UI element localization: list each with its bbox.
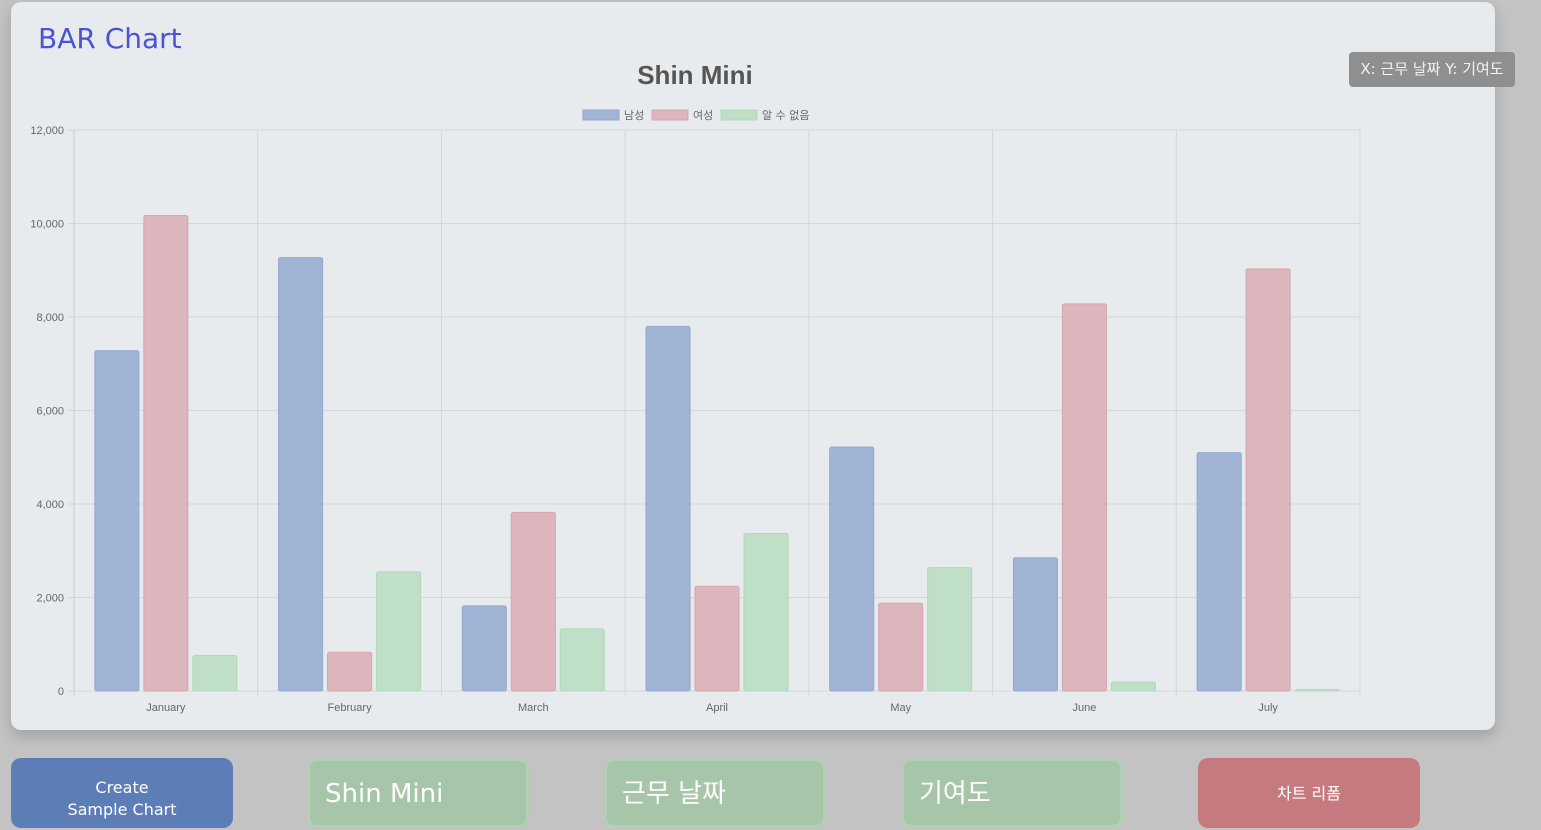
bar[interactable]: [192, 654, 238, 692]
legend-swatch[interactable]: [720, 109, 758, 121]
bar[interactable]: [1294, 689, 1340, 692]
bar[interactable]: [1245, 268, 1291, 692]
x-tick-label: January: [146, 702, 186, 714]
bar-series: [94, 215, 1340, 692]
legend-swatch[interactable]: [651, 109, 689, 121]
bar[interactable]: [327, 651, 373, 692]
x-tick-label: May: [890, 702, 911, 714]
app-title: BAR Chart: [38, 22, 182, 55]
legend-swatch[interactable]: [582, 109, 620, 121]
bar[interactable]: [1012, 557, 1058, 692]
x-label-button[interactable]: 근무 날짜: [604, 758, 826, 828]
x-tick-label: April: [706, 702, 728, 714]
y-tick-label: 4,000: [36, 499, 64, 511]
y-tick-label: 6,000: [36, 406, 64, 418]
bar[interactable]: [1110, 681, 1156, 692]
x-tick-label: June: [1072, 702, 1096, 714]
create-sample-chart-button[interactable]: Create Sample Chart: [11, 758, 233, 828]
bar[interactable]: [645, 325, 691, 692]
y-tick-label: 2,000: [36, 593, 64, 605]
bar-chart: Shin Mini 0 2,000 4,000 6,000 8,000 10,000 12,…: [30, 60, 1361, 714]
legend-label[interactable]: 알 수 없음: [762, 108, 809, 122]
create-button-line1: Create: [95, 778, 149, 797]
legend-label[interactable]: 남성: [624, 109, 644, 122]
bar[interactable]: [694, 585, 740, 692]
chart-title-button[interactable]: Shin Mini: [307, 758, 529, 828]
bar[interactable]: [1196, 452, 1242, 692]
bar[interactable]: [94, 350, 140, 692]
bar[interactable]: [143, 215, 189, 692]
legend-label[interactable]: 여성: [693, 109, 713, 122]
y-label-button[interactable]: 기여도: [901, 758, 1123, 828]
bar[interactable]: [376, 571, 422, 692]
bar[interactable]: [461, 605, 507, 692]
create-button-line2: Sample Chart: [67, 800, 177, 819]
x-tick-label: March: [518, 702, 549, 714]
bar[interactable]: [278, 257, 324, 692]
x-tick-label: February: [328, 702, 373, 714]
bar[interactable]: [743, 532, 789, 692]
y-tick-label: 10,000: [30, 219, 64, 231]
y-axis-ticks: 0 2,000 4,000 6,000 8,000 10,000 12,000: [30, 125, 64, 698]
bar[interactable]: [927, 567, 973, 692]
y-tick-label: 12,000: [30, 125, 64, 137]
x-axis-ticks: January February March April May June July: [146, 702, 1278, 714]
bar[interactable]: [510, 511, 556, 692]
chart-reform-button[interactable]: 차트 리폼: [1198, 758, 1420, 828]
bar[interactable]: [829, 446, 875, 692]
chart-title: Shin Mini: [637, 60, 753, 90]
y-tick-label: 0: [58, 686, 64, 698]
y-tick-label: 8,000: [36, 312, 64, 324]
bar[interactable]: [559, 628, 605, 692]
axis-info-tooltip: X: 근무 날짜 Y: 기여도: [1349, 52, 1515, 87]
chart-legend[interactable]: 남성 여성 알 수 없음: [582, 108, 809, 122]
x-tick-label: July: [1258, 702, 1278, 714]
bar[interactable]: [878, 602, 924, 692]
bar[interactable]: [1061, 303, 1107, 692]
